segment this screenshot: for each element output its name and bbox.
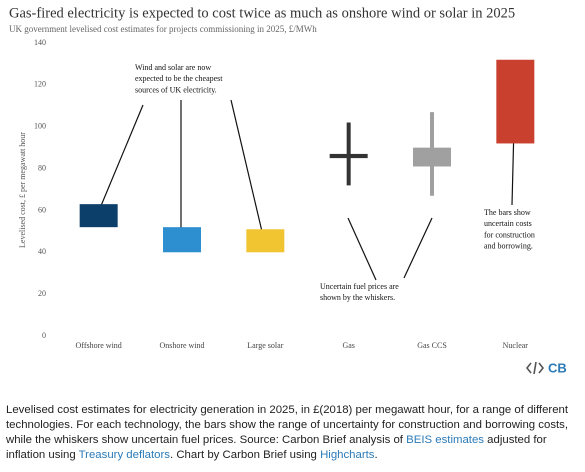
x-tick-label: Onshore wind <box>159 341 204 350</box>
caption-text: adjusted for inflation using <box>6 434 547 461</box>
annotation: and borrowing. <box>484 242 533 251</box>
y-axis-label: Levelised cost, £ per megawatt hour <box>18 132 27 248</box>
y-tick-label: 80 <box>38 163 46 172</box>
code-icon <box>525 361 545 375</box>
caption-text: Levelised cost estimates for electricity… <box>6 404 569 446</box>
x-tick-label: Offshore wind <box>76 341 122 350</box>
annotation: The bars show <box>484 208 531 217</box>
y-tick-label: 20 <box>38 289 46 298</box>
annotation: uncertain costs <box>484 219 532 228</box>
annotation: expected to be the cheapest <box>135 74 223 83</box>
annotation: for construction <box>484 230 535 239</box>
annotation: shown by the whiskers. <box>320 293 395 302</box>
annotation-connectors <box>97 99 515 281</box>
x-tick-label: Gas CCS <box>417 341 447 350</box>
bar <box>79 204 118 228</box>
caption-link[interactable]: BEIS estimates <box>406 434 484 446</box>
bar <box>413 147 451 167</box>
annotation: sources of UK electricity. <box>135 85 217 94</box>
y-tick-label: 60 <box>38 205 46 214</box>
y-tick-label: 120 <box>34 80 46 89</box>
x-tick-label: Large solar <box>247 341 283 350</box>
x-tick-label: Nuclear <box>503 341 529 350</box>
caption: Levelised cost estimates for electricity… <box>6 403 574 463</box>
chart: Gas-fired electricity is expected to cos… <box>9 5 567 375</box>
bar <box>496 59 535 144</box>
caption-link[interactable]: Treasury deflators <box>78 449 170 461</box>
annotation: Uncertain fuel prices are <box>320 282 399 291</box>
caption-link[interactable]: Highcharts <box>320 449 375 461</box>
bar <box>246 229 285 253</box>
caption-text: . Chart by Carbon Brief using <box>170 449 321 461</box>
bar <box>163 227 201 253</box>
y-tick-label: 140 <box>34 38 46 47</box>
chart-subtitle: UK government levelised cost estimates f… <box>9 24 317 34</box>
caption-text: . <box>374 449 378 461</box>
chart-title: Gas-fired electricity is expected to cos… <box>9 5 515 21</box>
bar <box>329 153 368 159</box>
y-tick-label: 100 <box>34 122 46 131</box>
logo: CB <box>548 360 567 375</box>
annotation: Wind and solar are now <box>135 63 211 72</box>
x-tick-label: Gas <box>342 341 354 350</box>
y-tick-label: 40 <box>38 247 46 256</box>
y-tick-label: 0 <box>42 331 46 340</box>
